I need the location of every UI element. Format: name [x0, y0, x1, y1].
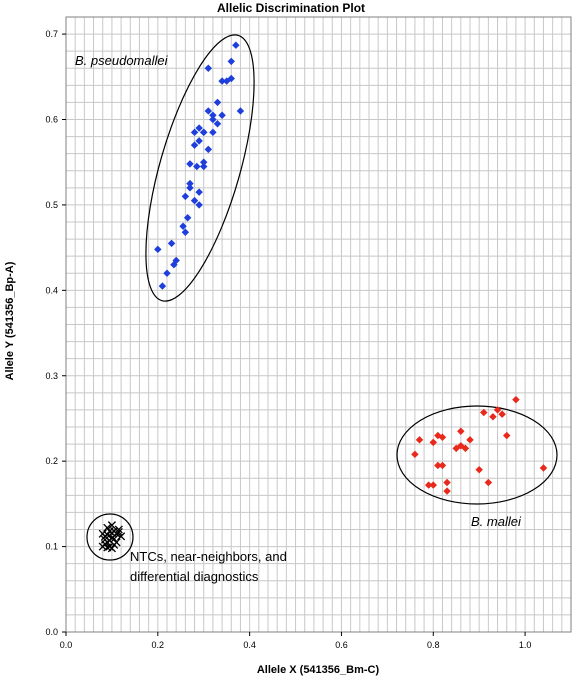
pseudomallei-point	[204, 107, 213, 115]
pseudomallei-point	[186, 184, 194, 192]
mallei-point	[539, 464, 548, 472]
pseudomallei-label: B. pseudomallei	[75, 53, 169, 68]
pseudomallei-point	[167, 239, 176, 248]
mallei-point	[503, 431, 511, 440]
x-tick-label: 0.2	[152, 640, 165, 650]
plot-frame	[65, 16, 572, 633]
mallei-point	[438, 461, 447, 470]
y-tick-label: 0.7	[45, 29, 58, 39]
y-tick-label: 0.3	[45, 371, 58, 381]
pseudomallei-point	[209, 115, 217, 124]
mallei-point	[443, 478, 451, 487]
ntc-point	[103, 530, 112, 539]
pseudomallei-point	[170, 260, 178, 269]
mallei-point	[484, 478, 493, 487]
mallei-point	[429, 438, 437, 447]
ntc-point	[114, 525, 123, 534]
y-tick-label: 0.4	[45, 285, 58, 295]
pseudomallei-point	[195, 124, 203, 132]
x-tick-label: 0.6	[335, 640, 348, 650]
pseudomallei-point	[195, 137, 203, 145]
pseudomallei-point	[186, 160, 194, 168]
x-tick-label: 0.4	[243, 640, 256, 650]
ntc-point	[105, 536, 114, 545]
ntc-point	[117, 532, 126, 541]
pseudomallei-point	[213, 120, 222, 128]
y-axis-title: Allele Y (541356_Bp-A)	[4, 261, 16, 380]
pseudomallei-point	[158, 282, 167, 290]
mallei-point	[512, 395, 520, 404]
pseudomallei-point	[181, 228, 190, 236]
x-tick-label: 0.8	[427, 640, 440, 650]
y-tick-label: 0.1	[45, 542, 58, 552]
pseudomallei-point	[204, 145, 213, 154]
points-layer	[98, 41, 548, 553]
x-axis-title: Allele X (541356_Bm-C)	[257, 664, 380, 676]
pseudomallei-point	[190, 196, 199, 205]
pseudomallei-point	[227, 57, 235, 66]
mallei-cluster-ellipse	[396, 405, 558, 505]
mallei-point	[457, 427, 465, 435]
y-tick-label: 0.6	[45, 115, 58, 125]
mallei-point	[480, 408, 488, 417]
ntc-point	[107, 528, 116, 537]
pseudomallei-point	[200, 128, 208, 137]
mallei-point	[443, 487, 451, 495]
mallei-point	[475, 465, 483, 474]
pseudomallei-point	[190, 141, 199, 149]
pseudomallei-point	[195, 188, 203, 196]
ntc-point	[114, 528, 123, 537]
mallei-point	[411, 450, 419, 459]
ntc-cluster-ellipse	[86, 513, 134, 561]
pseudomallei-point	[209, 111, 217, 119]
mallei-point	[434, 431, 442, 440]
pseudomallei-point	[236, 107, 245, 115]
pseudomallei-point	[218, 111, 226, 119]
mallei-point	[498, 410, 506, 418]
ntc-label-line-2: differential diagnostics	[130, 569, 259, 584]
ntc-point	[107, 521, 116, 530]
pseudomallei-point	[190, 128, 199, 137]
x-tick-label: 1.0	[519, 640, 532, 650]
pseudomallei-point	[204, 64, 213, 72]
pseudomallei-point	[181, 192, 190, 201]
pseudomallei-point	[200, 162, 208, 171]
pseudomallei-point	[193, 162, 201, 171]
pseudomallei-point	[183, 214, 192, 222]
pseudomallei-point	[179, 222, 187, 230]
pseudomallei-point	[209, 128, 217, 137]
pseudomallei-point	[163, 269, 171, 277]
mallei-point	[493, 406, 502, 414]
chart-title: Allelic Discrimination Plot	[217, 1, 365, 15]
tick-layer: 0.0 0.2 0.4 0.6 0.8 1.0 0.0 0.1 0.2 0.3 0.4 0.5 0.6 0…	[45, 29, 531, 650]
pseudomallei-point	[200, 158, 208, 166]
pseudomallei-point	[232, 41, 240, 49]
ntc-point	[105, 542, 114, 551]
pseudomallei-point	[227, 74, 235, 83]
grid-layer	[66, 17, 571, 632]
mallei-point	[429, 481, 437, 489]
mallei-point	[457, 442, 465, 450]
pseudomallei-point	[154, 245, 162, 254]
pseudomallei-point	[195, 201, 203, 209]
mallei-point	[466, 436, 474, 444]
mallei-point	[415, 436, 424, 444]
y-tick-label: 0.2	[45, 456, 58, 466]
pseudomallei-point	[218, 77, 226, 85]
ntc-label-line-1: NTCs, near-neighbors, and	[130, 549, 287, 564]
mallei-label: B. mallei	[471, 514, 522, 529]
mallei-point	[452, 444, 460, 453]
ntc-point	[110, 534, 119, 543]
pseudomallei-point	[213, 98, 222, 107]
mallei-point	[461, 444, 470, 453]
pseudomallei-cluster-ellipse	[145, 34, 255, 302]
mallei-point	[489, 413, 497, 421]
y-tick-label: 0.5	[45, 200, 58, 210]
x-tick-label: 0.0	[60, 640, 73, 650]
ntc-point	[103, 543, 112, 552]
y-tick-label: 0.0	[45, 627, 58, 637]
